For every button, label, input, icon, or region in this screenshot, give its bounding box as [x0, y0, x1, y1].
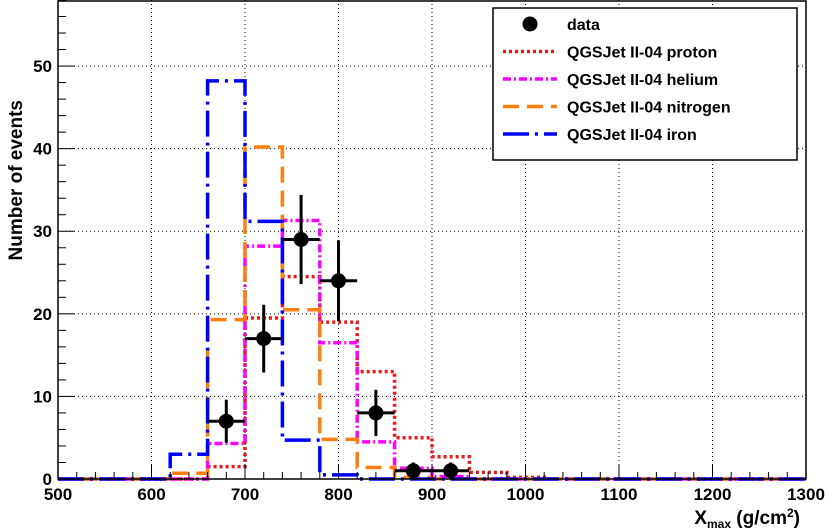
y-tick-labels: 0 10 20 30 40 50 — [33, 57, 52, 489]
legend-label-iron: QGSJet II-04 iron — [567, 127, 697, 144]
x-tick-label: 1100 — [601, 485, 638, 504]
legend: data QGSJet II-04 proton QGSJet II-04 heli… — [492, 7, 798, 161]
y-tick-label: 10 — [33, 387, 52, 406]
y-tick-label: 20 — [33, 305, 52, 324]
y-axis-title: Number of events — [6, 100, 27, 260]
axis-ticks — [57, 0, 807, 480]
y-tick-label: 50 — [33, 57, 52, 76]
x-tick-label: 900 — [418, 485, 446, 504]
x-tick-label: 1300 — [787, 485, 825, 504]
data-point — [218, 413, 234, 429]
legend-label-nitrogen: QGSJet II-04 nitrogen — [567, 100, 731, 117]
x-tick-label: 500 — [44, 485, 72, 504]
legend-marker-data — [522, 16, 538, 32]
data-point — [256, 331, 272, 347]
data-point — [293, 232, 309, 247]
x-tick-labels: 500 600 700 800 900 1000 1100 1200 1300 — [44, 485, 825, 504]
legend-box — [492, 7, 798, 161]
y-tick-label: 40 — [33, 140, 52, 159]
data-point — [405, 463, 421, 479]
x-tick-label: 1200 — [694, 485, 732, 504]
x-axis-title: Xmax (g/cm2) — [694, 506, 800, 531]
legend-label-proton: QGSJet II-04 proton — [567, 45, 717, 62]
grid — [58, 0, 806, 479]
x-tick-label: 800 — [324, 485, 352, 504]
y-tick-label: 30 — [33, 222, 52, 241]
data-point — [331, 273, 346, 289]
y-tick-label: 0 — [43, 470, 52, 489]
data-point — [368, 405, 384, 421]
x-tick-label: 700 — [231, 485, 259, 504]
legend-label-data: data — [567, 17, 600, 34]
legend-label-helium: QGSJet II-04 helium — [567, 72, 718, 89]
data-point — [443, 463, 459, 479]
x-tick-label: 1000 — [507, 485, 545, 504]
x-tick-label: 600 — [137, 485, 165, 504]
